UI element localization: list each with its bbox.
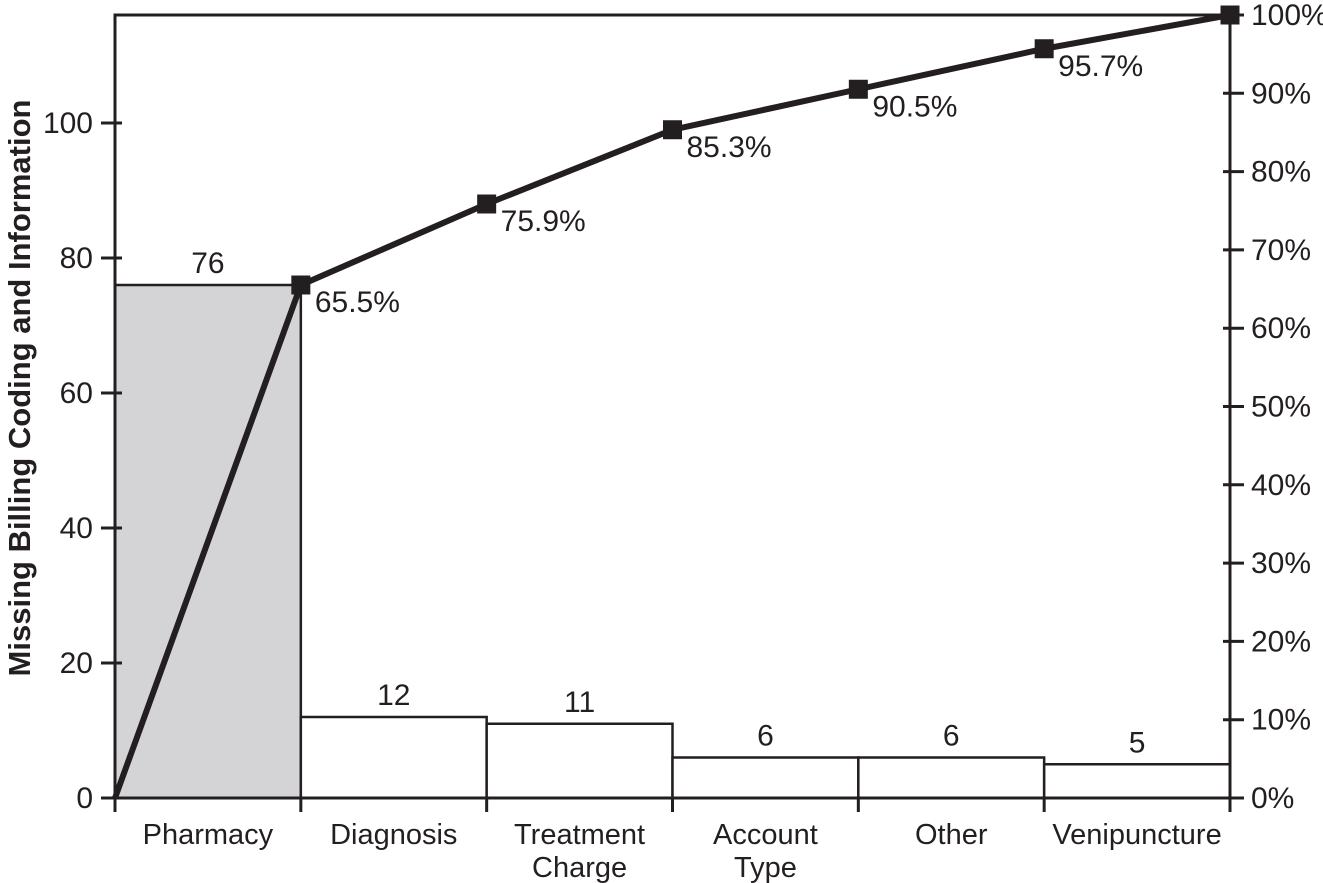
bar-other (857, 756, 1046, 800)
bar-value-label-diagnosis: 12 (377, 679, 410, 712)
bar-diagnosis (299, 715, 488, 800)
bar-venipuncture (1042, 763, 1232, 800)
right-axis-tick-label: 80% (1251, 156, 1311, 189)
left-axis-tick-label: 60 (60, 377, 93, 410)
category-label-diagnosis: Diagnosis (330, 819, 457, 851)
cumulative-marker-other (1034, 39, 1054, 59)
cumulative-marker-account-type (848, 79, 868, 99)
cumulative-percent-label: 65.5% (315, 286, 400, 319)
right-axis-tick-label: 100% (1251, 0, 1323, 32)
cumulative-percent-label: 90.5% (872, 90, 957, 123)
left-axis-tick-label: 80 (60, 242, 93, 275)
bar-account-type (671, 756, 860, 800)
right-axis-tick-label: 70% (1251, 234, 1311, 267)
cumulative-marker-treatment-charge (663, 120, 682, 140)
cumulative-marker-pharmacy (291, 275, 311, 295)
cumulative-marker-diagnosis (477, 194, 497, 214)
category-label-account-type: Account (713, 819, 818, 851)
bar-value-label-treatment-charge: 11 (564, 686, 595, 719)
bar-value-label-venipuncture: 5 (1129, 726, 1146, 759)
right-axis-tick-label: 90% (1251, 77, 1311, 110)
left-axis-tick-label: 40 (60, 512, 93, 545)
cumulative-percent-label: 95.7% (1058, 50, 1143, 83)
category-label-pharmacy: Pharmacy (143, 819, 274, 851)
cumulative-percent-label: 85.3% (687, 131, 772, 164)
right-axis-tick-label: 20% (1251, 625, 1311, 658)
category-label-treatment-charge: Treatment (514, 819, 645, 851)
left-axis-tick-label: 0 (76, 782, 93, 815)
right-axis-tick-label: 0% (1251, 782, 1294, 815)
right-axis-tick-label: 50% (1251, 391, 1311, 424)
category-label-account-type: Type (734, 852, 797, 883)
category-label-other: Other (915, 819, 988, 851)
right-axis-tick-label: 40% (1251, 469, 1311, 502)
category-label-treatment-charge: Charge (532, 852, 627, 883)
bar-value-label-pharmacy: 76 (191, 247, 224, 280)
right-axis-tick-label: 60% (1251, 312, 1311, 345)
cumulative-percent-label: 75.9% (501, 205, 586, 238)
category-label-venipuncture: Venipuncture (1052, 819, 1221, 851)
left-axis-tick-label: 20 (60, 647, 93, 680)
right-axis-tick-label: 30% (1251, 547, 1311, 580)
bar-treatment-charge (485, 722, 674, 800)
left-axis-tick-label: 100 (43, 107, 93, 140)
bar-value-label-other: 6 (943, 720, 960, 753)
cumulative-marker-venipuncture (1220, 5, 1240, 25)
bar-value-label-account-type: 6 (757, 720, 774, 753)
right-axis-tick-label: 10% (1251, 704, 1311, 737)
y-axis-title: Missing Billing Coding and Information (2, 100, 37, 677)
